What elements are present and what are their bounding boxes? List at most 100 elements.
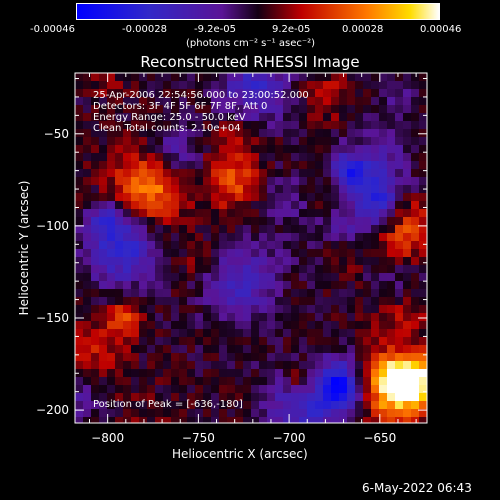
map-cell xyxy=(203,177,211,185)
map-cell xyxy=(139,193,147,201)
map-cell xyxy=(307,233,315,241)
map-cell xyxy=(195,129,203,137)
map-cell xyxy=(179,377,187,385)
map-cell xyxy=(323,233,331,241)
map-cell xyxy=(155,321,163,329)
map-cell xyxy=(219,321,227,329)
map-cell xyxy=(259,401,267,409)
map-cell xyxy=(131,193,139,201)
map-cell xyxy=(323,145,331,153)
map-cell xyxy=(371,385,379,393)
map-cell xyxy=(299,281,307,289)
map-cell xyxy=(235,377,243,385)
map-cell xyxy=(259,257,267,265)
map-cell xyxy=(275,209,283,217)
map-cell xyxy=(195,297,203,305)
map-cell xyxy=(243,337,251,345)
map-cell xyxy=(163,161,171,169)
map-cell xyxy=(155,289,163,297)
map-cell xyxy=(347,289,355,297)
map-cell xyxy=(123,305,131,313)
map-cell xyxy=(147,329,155,337)
map-cell xyxy=(211,305,219,313)
map-cell xyxy=(315,193,323,201)
map-cell xyxy=(211,257,219,265)
map-cell xyxy=(211,145,219,153)
map-cell xyxy=(131,377,139,385)
map-cell xyxy=(147,401,155,409)
map-cell xyxy=(235,329,243,337)
map-cell xyxy=(419,289,427,297)
map-cell xyxy=(227,361,235,369)
map-cell xyxy=(195,113,203,121)
map-cell xyxy=(291,145,299,153)
map-cell xyxy=(355,385,363,393)
map-cell xyxy=(331,129,339,137)
map-cell xyxy=(363,113,371,121)
map-cell xyxy=(395,313,403,321)
map-cell xyxy=(323,137,331,145)
map-cell xyxy=(75,89,83,97)
map-cell xyxy=(219,153,227,161)
map-cell xyxy=(91,417,99,423)
map-cell xyxy=(283,257,291,265)
map-cell xyxy=(203,281,211,289)
map-cell xyxy=(107,209,115,217)
map-cell xyxy=(195,73,203,81)
colorbar-tick-label: -9.2e-05 xyxy=(194,24,236,35)
map-cell xyxy=(187,169,195,177)
map-cell xyxy=(339,417,347,423)
map-cell xyxy=(75,81,83,89)
map-cell xyxy=(107,105,115,113)
map-cell xyxy=(139,377,147,385)
map-cell xyxy=(323,249,331,257)
map-cell xyxy=(299,177,307,185)
map-cell xyxy=(123,73,131,81)
map-cell xyxy=(403,265,411,273)
map-cell xyxy=(155,273,163,281)
map-cell xyxy=(131,241,139,249)
map-cell xyxy=(339,313,347,321)
map-cell xyxy=(299,353,307,361)
map-cell xyxy=(419,177,427,185)
map-cell xyxy=(315,393,323,401)
map-cell xyxy=(163,377,171,385)
map-cell xyxy=(395,89,403,97)
map-cell xyxy=(227,265,235,273)
map-cell xyxy=(179,393,187,401)
map-cell xyxy=(339,169,347,177)
map-cell xyxy=(179,89,187,97)
map-cell xyxy=(363,105,371,113)
map-cell xyxy=(115,417,123,423)
map-cell xyxy=(83,217,91,225)
map-cell xyxy=(307,137,315,145)
map-cell xyxy=(227,337,235,345)
map-cell xyxy=(395,81,403,89)
map-cell xyxy=(275,201,283,209)
map-cell xyxy=(299,305,307,313)
map-cell xyxy=(195,97,203,105)
map-cell xyxy=(155,377,163,385)
map-cell xyxy=(419,337,427,345)
map-cell xyxy=(163,193,171,201)
map-cell xyxy=(299,225,307,233)
map-cell xyxy=(195,201,203,209)
map-cell xyxy=(235,361,243,369)
map-cell xyxy=(347,297,355,305)
map-cell xyxy=(315,249,323,257)
map-cell xyxy=(187,225,195,233)
map-cell xyxy=(371,233,379,241)
map-cell xyxy=(131,329,139,337)
map-cell xyxy=(139,233,147,241)
map-cell xyxy=(339,113,347,121)
y-tick-label: −150 xyxy=(36,311,69,325)
map-cell xyxy=(99,321,107,329)
map-cell xyxy=(123,385,131,393)
colorbar-tick-label: -0.00046 xyxy=(30,24,75,35)
map-cell xyxy=(83,113,91,121)
map-cell xyxy=(115,97,123,105)
map-cell xyxy=(331,209,339,217)
map-cell xyxy=(331,145,339,153)
map-cell xyxy=(339,257,347,265)
map-cell xyxy=(363,289,371,297)
